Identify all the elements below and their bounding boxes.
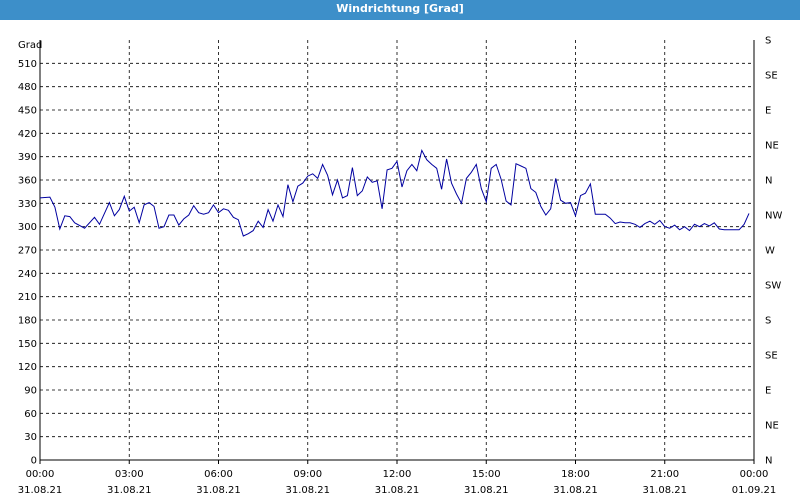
x-tick-time: 21:00 bbox=[650, 469, 679, 480]
x-tick-date: 31.08.21 bbox=[107, 485, 152, 496]
left-tick-label: 30 bbox=[24, 432, 37, 443]
x-tick-date: 31.08.21 bbox=[196, 485, 241, 496]
left-tick-label: 450 bbox=[18, 106, 37, 117]
x-tick-date: 01.09.21 bbox=[732, 485, 777, 496]
x-axis-ticks: 00:00 31.08.21 03:00 31.08.21 06:00 31.08.21 0… bbox=[18, 469, 777, 496]
left-tick-label: 510 bbox=[18, 59, 37, 70]
right-tick-label: E bbox=[765, 106, 771, 117]
x-tick-date: 31.08.21 bbox=[464, 485, 509, 496]
left-tick-label: 240 bbox=[18, 269, 37, 280]
series-lines bbox=[39, 149, 750, 237]
wind-direction-line bbox=[39, 149, 750, 237]
left-tick-label: 330 bbox=[18, 199, 37, 210]
right-tick-label: NE bbox=[765, 141, 779, 152]
x-tick-date: 31.08.21 bbox=[642, 485, 687, 496]
x-tick-time: 09:00 bbox=[293, 469, 322, 480]
x-tick-time: 12:00 bbox=[383, 469, 412, 480]
x-tick-time: 00:00 bbox=[26, 469, 55, 480]
left-tick-label: 480 bbox=[18, 82, 37, 93]
right-tick-label: S bbox=[765, 36, 771, 47]
right-tick-label: N bbox=[765, 456, 772, 467]
x-tick-time: 06:00 bbox=[204, 469, 233, 480]
left-axis-ticks: 0 30 60 90 120 150 180 210 240 270 300 330 360 390 420… bbox=[18, 59, 37, 467]
x-tick-date: 31.08.21 bbox=[375, 485, 420, 496]
x-tick-date: 31.08.21 bbox=[553, 485, 598, 496]
axes bbox=[39, 40, 755, 464]
left-tick-label: 360 bbox=[18, 176, 37, 187]
left-tick-label: 420 bbox=[18, 129, 37, 140]
left-tick-label: 0 bbox=[31, 456, 37, 467]
right-tick-label: NW bbox=[765, 211, 782, 222]
left-tick-label: 180 bbox=[18, 316, 37, 327]
left-tick-label: 390 bbox=[18, 152, 37, 163]
left-tick-label: 270 bbox=[18, 246, 37, 257]
right-tick-label: SE bbox=[765, 351, 778, 362]
left-tick-label: 120 bbox=[18, 362, 37, 373]
x-tick-time: 15:00 bbox=[472, 469, 501, 480]
x-tick-time: 18:00 bbox=[561, 469, 590, 480]
right-tick-label: W bbox=[765, 246, 775, 257]
right-tick-label: N bbox=[765, 176, 772, 187]
y-axis-title: Grad bbox=[18, 40, 42, 51]
wind-direction-chart: 0 30 60 90 120 150 180 210 240 270 300 330 360 390 420… bbox=[18, 36, 783, 497]
left-tick-label: 90 bbox=[24, 386, 37, 397]
x-tick-date: 31.08.21 bbox=[285, 485, 330, 496]
grid bbox=[40, 40, 754, 460]
x-tick-date: 31.08.21 bbox=[18, 485, 63, 496]
left-tick-label: 300 bbox=[18, 222, 37, 233]
x-tick-time: 03:00 bbox=[115, 469, 144, 480]
x-tick-time: 00:00 bbox=[740, 469, 769, 480]
left-tick-label: 210 bbox=[18, 292, 37, 303]
chart-title: Windrichtung [Grad] bbox=[0, 0, 800, 20]
right-axis-ticks: N NE E SE S SW W NW N NE E SE S bbox=[765, 36, 782, 467]
right-tick-label: E bbox=[765, 386, 771, 397]
left-tick-label: 150 bbox=[18, 339, 37, 350]
right-tick-label: SW bbox=[765, 281, 781, 292]
left-tick-label: 60 bbox=[24, 409, 37, 420]
right-tick-label: NE bbox=[765, 421, 779, 432]
right-tick-label: S bbox=[765, 316, 771, 327]
right-tick-label: SE bbox=[765, 71, 778, 82]
